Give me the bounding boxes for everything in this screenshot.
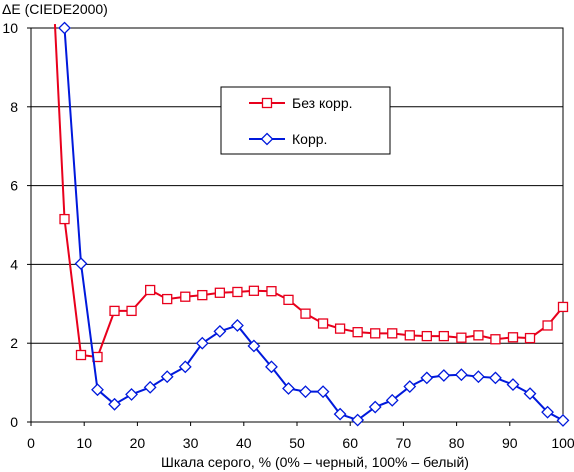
legend-box xyxy=(220,86,391,155)
data-point xyxy=(91,383,104,397)
data-point xyxy=(351,413,365,427)
data-point xyxy=(145,284,156,296)
data-point xyxy=(557,301,569,313)
x-tick-label: 10 xyxy=(76,435,92,451)
data-point xyxy=(299,385,312,399)
data-point xyxy=(370,328,381,339)
data-point xyxy=(178,360,192,374)
data-point xyxy=(213,324,227,338)
data-point xyxy=(403,380,417,393)
legend-label: Корр. xyxy=(292,131,327,147)
legend: Без корр. Корр. xyxy=(220,86,391,155)
data-point xyxy=(471,370,485,384)
data-point xyxy=(125,388,138,401)
data-point xyxy=(232,286,243,298)
data-point xyxy=(473,330,484,341)
data-point xyxy=(387,328,398,339)
series-layer xyxy=(53,21,570,427)
data-point xyxy=(108,397,121,411)
legend-label: Без корр. xyxy=(292,95,353,111)
legend-item: Без корр. xyxy=(249,95,353,111)
x-tick-label: 30 xyxy=(183,435,199,451)
data-point xyxy=(542,320,553,331)
x-tick-label: 20 xyxy=(130,435,146,451)
data-point xyxy=(248,285,260,296)
data-point xyxy=(282,382,295,395)
data-point xyxy=(75,349,87,361)
y-tick-label: 0 xyxy=(10,414,18,430)
data-point xyxy=(160,370,174,384)
data-point xyxy=(59,213,70,225)
x-tick-label: 80 xyxy=(449,435,465,451)
data-point xyxy=(265,360,278,374)
y-tick-label: 10 xyxy=(2,20,18,36)
data-point xyxy=(524,332,536,344)
data-point xyxy=(556,414,570,427)
data-point xyxy=(214,287,226,298)
series-2 xyxy=(58,21,570,427)
x-tick-label: 50 xyxy=(289,435,305,451)
data-point xyxy=(247,339,261,353)
x-tick-label: 40 xyxy=(236,435,252,451)
data-point xyxy=(180,291,191,302)
x-tick-label: 0 xyxy=(27,435,35,451)
data-point xyxy=(58,21,71,35)
x-tick-label: 100 xyxy=(551,435,574,451)
y-axis-ticks: 0 2 4 6 8 10 xyxy=(2,20,31,430)
data-point xyxy=(404,330,415,341)
data-point xyxy=(421,330,432,342)
data-point xyxy=(456,332,467,343)
y-tick-label: 6 xyxy=(10,178,18,194)
data-point xyxy=(437,369,451,382)
data-point xyxy=(143,380,157,394)
data-point xyxy=(195,336,209,350)
y-tick-label: 2 xyxy=(10,335,18,351)
data-point xyxy=(316,385,330,399)
data-point xyxy=(162,293,173,305)
data-point xyxy=(230,319,244,332)
data-point xyxy=(490,334,501,345)
data-point xyxy=(438,330,449,342)
data-point xyxy=(454,368,468,382)
y-tick-label: 4 xyxy=(10,256,18,272)
x-tick-label: 60 xyxy=(342,435,358,451)
data-point xyxy=(283,294,294,306)
legend-marker xyxy=(260,132,274,146)
data-point xyxy=(197,289,208,301)
y-axis-title: ΔE (CIEDE2000) xyxy=(2,1,108,17)
x-axis-ticks: 0 10 20 30 40 50 60 70 80 90 100 xyxy=(27,422,574,451)
data-point xyxy=(385,393,399,407)
data-point xyxy=(300,308,311,319)
x-axis-title: Шкала серого, % (0% – черный, 100% – бел… xyxy=(161,454,469,470)
y-tick-label: 8 xyxy=(10,99,18,115)
data-point xyxy=(506,378,520,391)
data-point xyxy=(352,327,363,338)
legend-item: Корр. xyxy=(249,131,327,147)
data-point xyxy=(334,323,346,334)
data-point xyxy=(109,305,120,317)
series-1 xyxy=(53,24,569,363)
data-point xyxy=(489,371,502,385)
x-tick-label: 90 xyxy=(502,435,518,451)
data-point xyxy=(266,286,277,297)
x-tick-label: 70 xyxy=(396,435,412,451)
data-point xyxy=(317,318,329,329)
legend-marker xyxy=(261,97,273,109)
data-point xyxy=(333,407,347,421)
data-point xyxy=(541,405,554,419)
data-point xyxy=(74,257,88,271)
data-point xyxy=(507,332,519,343)
data-point xyxy=(523,387,537,401)
data-point xyxy=(368,400,382,414)
data-point xyxy=(126,305,137,317)
data-point xyxy=(420,371,434,385)
